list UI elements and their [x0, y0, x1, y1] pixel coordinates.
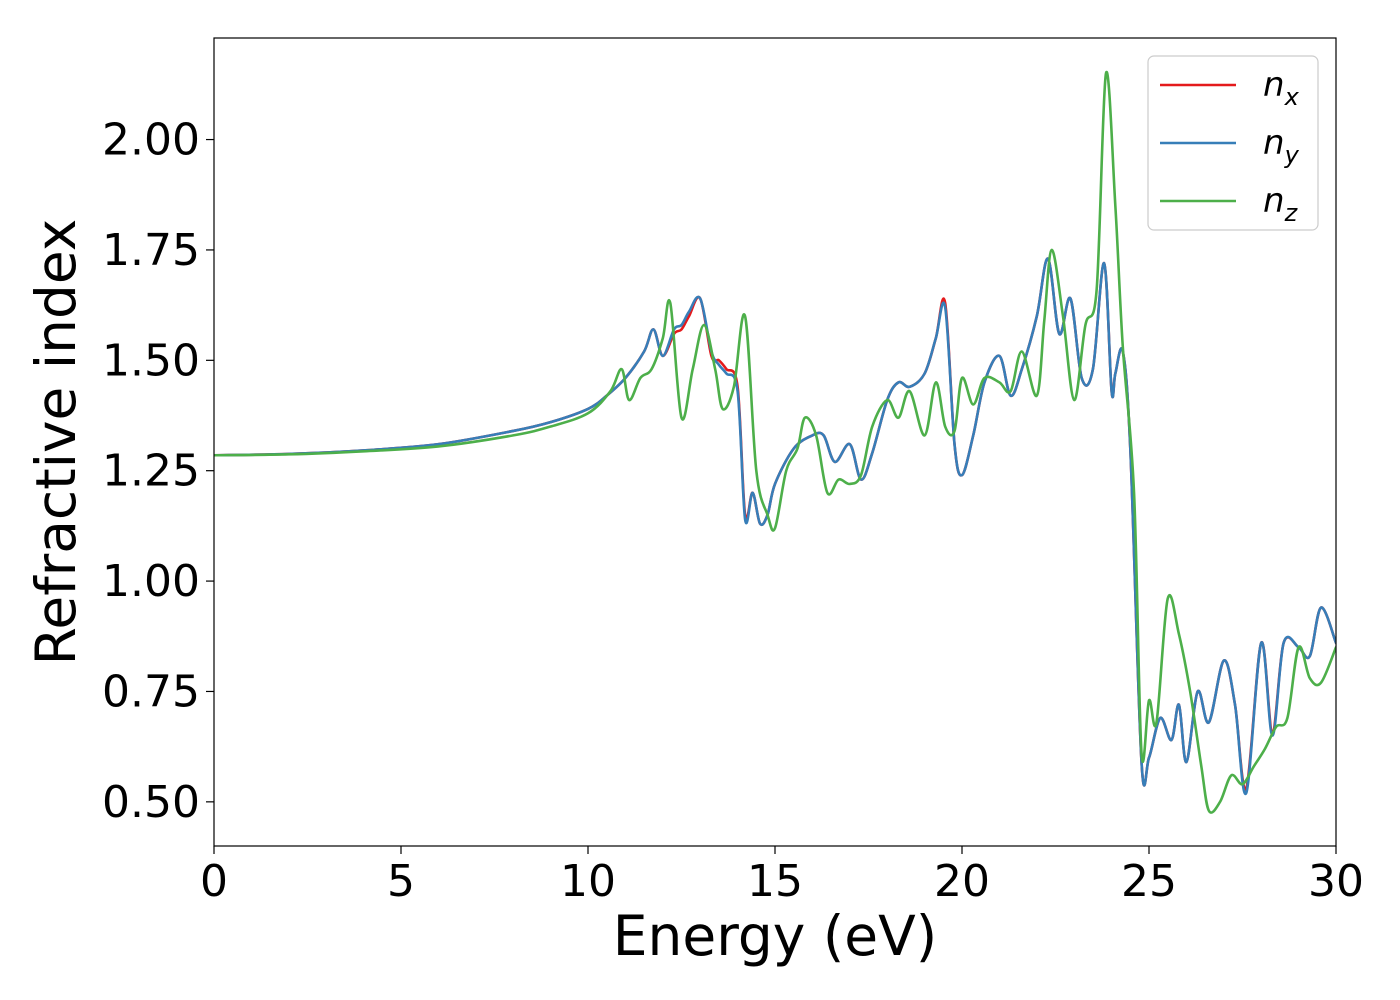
legend-label-y: ny	[1263, 123, 1300, 169]
series-line-y	[214, 257, 1336, 796]
y-axis-label: Refractive index	[24, 219, 88, 666]
legend-label-subscript: x	[1284, 83, 1300, 111]
legend-label-z: nz	[1263, 181, 1299, 227]
legend-label-base: n	[1263, 65, 1285, 105]
y-tick-label: 1.75	[102, 225, 200, 276]
y-tick-label: 0.50	[102, 777, 200, 828]
x-tick-label: 15	[747, 856, 803, 907]
x-tick-label: 25	[1121, 856, 1177, 907]
x-tick-label: 20	[934, 856, 990, 907]
y-tick-label: 1.00	[102, 556, 200, 607]
legend-label-base: n	[1263, 123, 1285, 163]
y-axis-ticks: 0.50 0.75 1.00 1.25 1.50 1.75 2.00	[102, 115, 214, 828]
legend-label-subscript: y	[1284, 141, 1300, 169]
y-tick-label: 0.75	[102, 666, 200, 717]
series-line-z	[214, 70, 1336, 814]
x-tick-label: 10	[560, 856, 616, 907]
legend-label-x: nx	[1263, 65, 1300, 111]
x-axis-label: Energy (eV)	[613, 904, 937, 968]
x-axis-ticks: 0 5 10 15 20 25 30	[200, 846, 1364, 907]
y-tick-label: 2.00	[102, 115, 200, 166]
series-layer	[214, 70, 1336, 814]
x-tick-label: 0	[200, 856, 228, 907]
x-tick-label: 30	[1308, 856, 1364, 907]
legend-label-base: n	[1263, 181, 1285, 221]
legend-label-subscript: z	[1284, 199, 1299, 227]
x-tick-label: 5	[387, 856, 415, 907]
y-tick-label: 1.50	[102, 335, 200, 386]
y-tick-label: 1.25	[102, 446, 200, 497]
